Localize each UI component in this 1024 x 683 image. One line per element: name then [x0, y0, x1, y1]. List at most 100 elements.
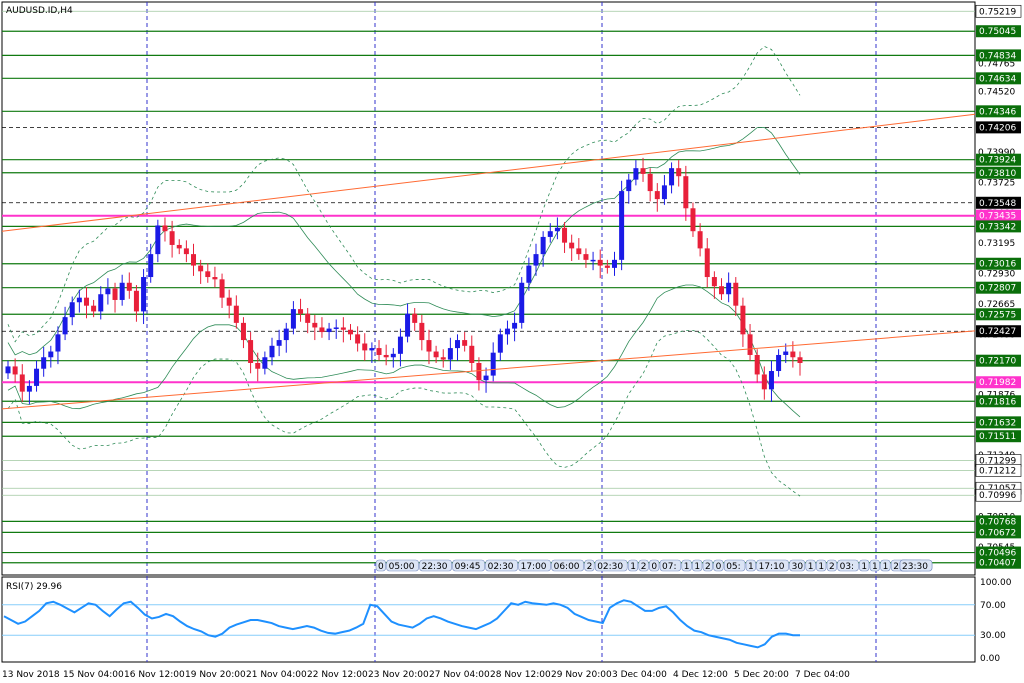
trend-line-upper[interactable]: [1, 113, 976, 232]
event-label-box[interactable]: [659, 559, 682, 572]
event-label-box[interactable]: [692, 559, 703, 572]
candle-body[interactable]: [312, 322, 318, 328]
event-label-box[interactable]: [681, 559, 692, 572]
candle-body[interactable]: [255, 362, 261, 369]
candle-body[interactable]: [440, 357, 446, 360]
candle-body[interactable]: [105, 288, 111, 295]
candle-body[interactable]: [726, 282, 732, 295]
candle-body[interactable]: [776, 354, 782, 372]
candle-body[interactable]: [269, 345, 275, 358]
candle-body[interactable]: [226, 297, 232, 306]
candle-body[interactable]: [683, 176, 689, 209]
candle-body[interactable]: [761, 374, 767, 390]
candle-body[interactable]: [390, 353, 396, 358]
candle-body[interactable]: [483, 375, 489, 381]
event-label-box[interactable]: [713, 559, 724, 572]
candle-body[interactable]: [383, 354, 389, 358]
candle-body[interactable]: [733, 282, 739, 306]
candle-body[interactable]: [69, 302, 75, 318]
candle-body[interactable]: [276, 340, 282, 346]
candle-body[interactable]: [476, 362, 482, 381]
candle-body[interactable]: [219, 279, 225, 298]
candle-body[interactable]: [669, 168, 675, 186]
candle-body[interactable]: [355, 334, 361, 344]
candle-body[interactable]: [426, 340, 432, 352]
candle-body[interactable]: [740, 305, 746, 335]
candle-body[interactable]: [654, 191, 660, 200]
candle-body[interactable]: [604, 265, 610, 268]
candle-body[interactable]: [783, 351, 789, 355]
event-label-box[interactable]: [649, 559, 660, 572]
event-label-box[interactable]: [485, 559, 518, 572]
candle-body[interactable]: [597, 259, 603, 266]
candle-body[interactable]: [240, 322, 246, 341]
candle-body[interactable]: [633, 168, 639, 180]
candle-body[interactable]: [340, 327, 346, 330]
candle-body[interactable]: [719, 286, 725, 295]
candle-body[interactable]: [126, 282, 132, 291]
candle-body[interactable]: [133, 290, 139, 312]
candle-body[interactable]: [183, 248, 189, 255]
candle-body[interactable]: [91, 305, 97, 312]
candle-body[interactable]: [640, 168, 646, 174]
event-label-box[interactable]: [702, 559, 713, 572]
event-label-box[interactable]: [627, 559, 639, 572]
candle-body[interactable]: [76, 297, 82, 303]
candle-body[interactable]: [34, 368, 40, 386]
candle-body[interactable]: [26, 385, 32, 392]
candle-body[interactable]: [519, 282, 525, 323]
candle-body[interactable]: [55, 334, 61, 352]
rsi-panel[interactable]: 100.00 70.00 30.00 0.00: [2, 578, 1012, 664]
candle-body[interactable]: [512, 322, 518, 329]
event-label-box[interactable]: [419, 559, 452, 572]
candle-body[interactable]: [298, 309, 304, 314]
candle-body[interactable]: [319, 327, 325, 333]
candle-body[interactable]: [262, 357, 268, 369]
candle-body[interactable]: [711, 277, 717, 287]
event-label-box[interactable]: [375, 559, 386, 572]
candle-body[interactable]: [248, 340, 254, 363]
candle-body[interactable]: [405, 313, 411, 337]
candle-body[interactable]: [562, 227, 568, 243]
candle-body[interactable]: [191, 254, 197, 266]
candle-body[interactable]: [205, 271, 211, 278]
candle-body[interactable]: [333, 327, 339, 329]
event-label-box[interactable]: [859, 559, 870, 572]
event-label-box[interactable]: [723, 559, 746, 572]
rsi-line[interactable]: [3, 599, 800, 649]
candle-body[interactable]: [119, 282, 125, 300]
candle-body[interactable]: [19, 374, 25, 392]
event-label-box[interactable]: [837, 559, 859, 572]
candle-body[interactable]: [490, 352, 496, 376]
event-label-box[interactable]: [826, 559, 837, 572]
event-label-box[interactable]: [869, 559, 880, 572]
trend-line-lower[interactable]: [1, 330, 976, 410]
candle-body[interactable]: [5, 366, 11, 374]
candle-body[interactable]: [98, 294, 104, 312]
candle-body[interactable]: [326, 328, 332, 333]
candle-body[interactable]: [212, 277, 218, 280]
candle-body[interactable]: [290, 309, 296, 329]
event-label-box[interactable]: [594, 559, 628, 572]
candle-body[interactable]: [462, 340, 468, 346]
candle-body[interactable]: [797, 357, 803, 363]
candle-body[interactable]: [412, 313, 418, 323]
candle-body[interactable]: [433, 351, 439, 358]
candle-body[interactable]: [155, 225, 161, 255]
candle-body[interactable]: [347, 329, 353, 335]
candle-body[interactable]: [469, 345, 475, 363]
event-label-box[interactable]: [386, 559, 419, 572]
event-label-box[interactable]: [805, 559, 816, 572]
candle-body[interactable]: [169, 231, 175, 245]
candle-body[interactable]: [690, 208, 696, 232]
candle-body[interactable]: [747, 334, 753, 355]
candle-body[interactable]: [768, 371, 774, 390]
candle-body[interactable]: [590, 259, 596, 262]
candle-body[interactable]: [369, 348, 375, 351]
candle-body[interactable]: [41, 357, 47, 369]
candle-body[interactable]: [162, 225, 168, 232]
candle-body[interactable]: [497, 334, 503, 353]
event-label-box[interactable]: [880, 559, 891, 572]
candle-body[interactable]: [83, 297, 89, 306]
